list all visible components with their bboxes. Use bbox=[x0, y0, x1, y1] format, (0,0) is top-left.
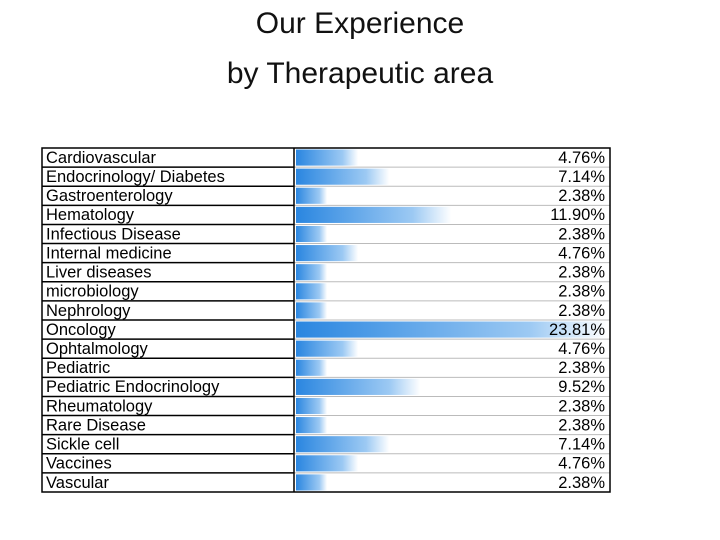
category-label: Pediatric bbox=[46, 359, 110, 377]
value-label: 23.81% bbox=[549, 321, 605, 339]
category-label: Nephrology bbox=[46, 302, 131, 320]
category-label: Gastroenterology bbox=[46, 187, 173, 205]
value-label: 4.76% bbox=[558, 340, 605, 358]
category-label: Internal medicine bbox=[46, 244, 172, 262]
value-label: 2.38% bbox=[558, 359, 605, 377]
bar bbox=[296, 417, 328, 434]
value-label: 4.76% bbox=[558, 244, 605, 262]
value-label: 2.38% bbox=[558, 187, 605, 205]
chart-title-line: Our Experience bbox=[256, 7, 464, 40]
value-label: 2.38% bbox=[558, 283, 605, 301]
category-label: Ophtalmology bbox=[46, 340, 149, 358]
bar bbox=[296, 378, 421, 395]
bar bbox=[296, 168, 390, 185]
bar bbox=[296, 321, 607, 338]
value-label: 4.76% bbox=[558, 149, 605, 167]
category-label: Hematology bbox=[46, 206, 135, 224]
value-label: 7.14% bbox=[558, 168, 605, 186]
bar bbox=[296, 206, 452, 223]
value-label: 2.38% bbox=[558, 416, 605, 434]
value-label: 2.38% bbox=[558, 397, 605, 415]
bar bbox=[296, 436, 390, 453]
value-label: 2.38% bbox=[558, 225, 605, 243]
category-label: Vascular bbox=[46, 474, 109, 492]
category-label: Endocrinology/ Diabetes bbox=[46, 168, 225, 186]
category-label: Rare Disease bbox=[46, 416, 146, 434]
category-label: Liver diseases bbox=[46, 264, 151, 282]
value-label: 11.90% bbox=[550, 206, 605, 224]
bar bbox=[296, 474, 328, 491]
value-label: 2.38% bbox=[558, 264, 605, 282]
bar bbox=[296, 455, 359, 472]
category-label: Infectious Disease bbox=[46, 225, 181, 243]
bar bbox=[296, 149, 359, 166]
bar bbox=[296, 340, 359, 357]
table-border bbox=[41, 147, 611, 493]
value-label: 4.76% bbox=[558, 455, 605, 473]
category-label: Vaccines bbox=[46, 455, 112, 473]
category-label: microbiology bbox=[46, 283, 139, 301]
value-label: 9.52% bbox=[558, 378, 605, 396]
bar bbox=[296, 283, 328, 300]
value-label: 2.38% bbox=[558, 302, 605, 320]
bar bbox=[296, 359, 328, 376]
category-label: Sickle cell bbox=[46, 436, 119, 454]
chart-title-line: by Therapeutic area bbox=[227, 57, 494, 90]
value-label: 7.14% bbox=[558, 436, 605, 454]
bar bbox=[296, 397, 328, 415]
bar bbox=[296, 225, 328, 243]
bar bbox=[296, 245, 359, 262]
category-label: Cardiovascular bbox=[46, 149, 157, 167]
category-label: Oncology bbox=[46, 321, 116, 339]
bar bbox=[296, 264, 328, 281]
data-table: Cardiovascular 4.76% Endocrinology/ Diabet… bbox=[41, 147, 611, 493]
category-label: Rheumatology bbox=[46, 397, 153, 415]
value-label: 2.38% bbox=[558, 474, 605, 492]
category-label: Pediatric Endocrinology bbox=[46, 378, 220, 396]
bar bbox=[296, 187, 328, 204]
bar bbox=[296, 302, 328, 319]
